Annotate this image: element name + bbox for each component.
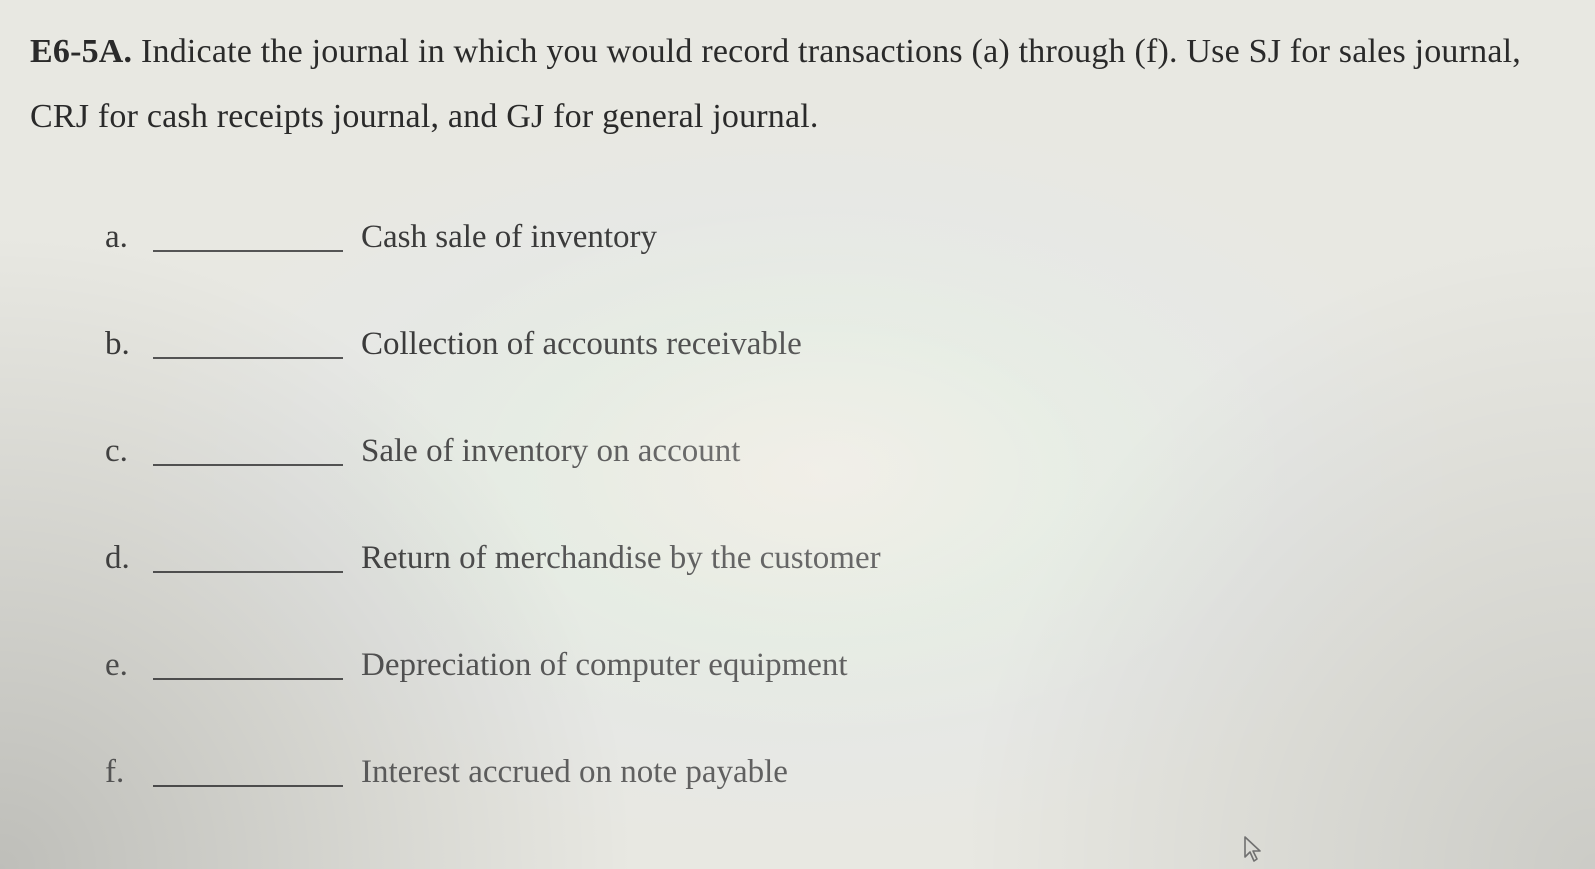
answer-blank[interactable]	[153, 355, 343, 359]
item-description: Cash sale of inventory	[357, 219, 657, 256]
answer-blank[interactable]	[153, 783, 343, 787]
item-row: d. Return of merchandise by the customer	[105, 540, 1565, 577]
answer-blank[interactable]	[153, 569, 343, 573]
item-row: b. Collection of accounts receivable	[105, 326, 1565, 363]
question-body: Indicate the journal in which you would …	[30, 33, 1521, 135]
item-row: e. Depreciation of computer equipment	[105, 647, 1565, 684]
item-description: Collection of accounts receivable	[357, 326, 802, 363]
question-label: E6-5A.	[30, 33, 132, 70]
item-row: c. Sale of inventory on account	[105, 433, 1565, 470]
answer-blank[interactable]	[153, 462, 343, 466]
item-letter: e.	[105, 647, 145, 684]
item-description: Depreciation of computer equipment	[357, 647, 848, 684]
item-description: Return of merchandise by the customer	[357, 540, 881, 577]
item-letter: a.	[105, 219, 145, 256]
item-letter: b.	[105, 326, 145, 363]
item-letter: c.	[105, 433, 145, 470]
answer-blank[interactable]	[153, 248, 343, 252]
item-letter: d.	[105, 540, 145, 577]
cursor-icon	[1241, 835, 1265, 863]
item-row: f. Interest accrued on note payable	[105, 754, 1565, 791]
answer-blank[interactable]	[153, 676, 343, 680]
exercise-page: E6-5A. Indicate the journal in which you…	[0, 0, 1595, 791]
item-list: a. Cash sale of inventory b. Collection …	[30, 219, 1565, 791]
question-prompt: E6-5A. Indicate the journal in which you…	[30, 20, 1565, 149]
item-row: a. Cash sale of inventory	[105, 219, 1565, 256]
item-description: Sale of inventory on account	[357, 433, 740, 470]
item-letter: f.	[105, 754, 145, 791]
item-description: Interest accrued on note payable	[357, 754, 788, 791]
